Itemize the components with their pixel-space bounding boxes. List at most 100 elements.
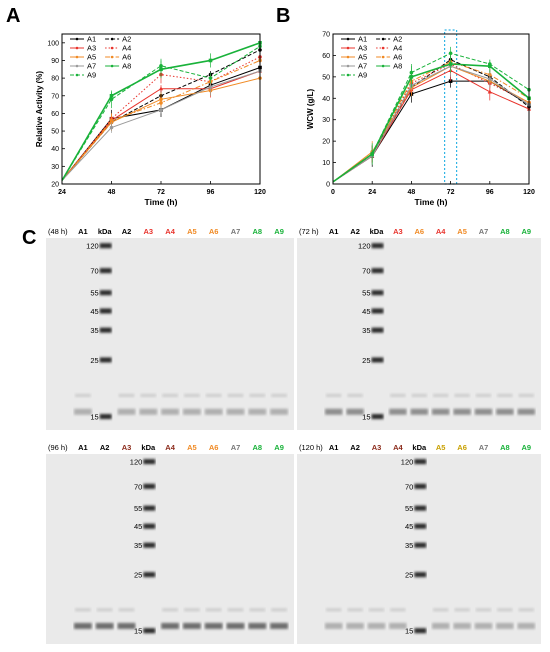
marker-size-label: 35 (134, 541, 142, 550)
legend-label-a7: A7 (358, 62, 367, 71)
lane-label-a5: A5 (187, 443, 197, 452)
legend-label-a1: A1 (87, 35, 96, 44)
data-point (159, 63, 163, 68)
sample-band-faint (271, 608, 287, 612)
marker-size-label: 25 (134, 571, 142, 580)
gel-background (297, 238, 541, 430)
sample-band-faint (433, 608, 449, 612)
legend-label-a6: A6 (122, 53, 131, 62)
lane-label-a7: A7 (231, 443, 241, 452)
gel-panel-3: (120 h) A1 A2 A3 A4 kDa 120 70 55 45 35 25 15 A5 A6 A7 A… (297, 443, 541, 644)
sample-band (248, 408, 267, 415)
sample-band-faint (518, 608, 534, 612)
marker-size-label: 25 (362, 356, 370, 365)
y-axis-label: Relative Activity (%) (35, 71, 44, 148)
marker-band (414, 459, 427, 465)
marker-band (143, 459, 156, 465)
y-tick-label: 20 (322, 139, 330, 146)
marker-size-label: 120 (86, 242, 99, 251)
axes-frame (332, 33, 530, 185)
sample-band (161, 408, 179, 415)
data-point (448, 51, 453, 56)
legend-label-a6: A6 (393, 53, 402, 62)
sample-band (183, 408, 201, 415)
y-tick-label: 30 (322, 117, 330, 124)
sample-band-faint (205, 393, 222, 397)
marker-size-label: 120 (401, 458, 414, 467)
gel-background (46, 454, 294, 644)
series-line-a4 (332, 63, 530, 183)
marker-band (99, 414, 112, 420)
legend-label-a4: A4 (122, 44, 131, 53)
sample-band (453, 622, 471, 629)
lane-label-a9: A9 (274, 227, 284, 236)
series-line-a6 (332, 61, 530, 183)
series-line-a4 (61, 56, 261, 181)
legend-label-a5: A5 (87, 53, 96, 62)
sample-band (204, 622, 223, 629)
y-tick-label: 20 (51, 182, 59, 189)
data-point (488, 77, 492, 81)
marker-band (143, 483, 156, 489)
sample-band (410, 408, 428, 415)
lane-label-a8: A8 (500, 443, 510, 452)
gel-panel-0: (48 h) A1 kDa 120 70 55 45 35 25 15 A2 A3 A4 A5 A6 A7 A8… (46, 227, 294, 430)
marker-band (99, 290, 112, 296)
data-point (409, 70, 414, 75)
sample-band (117, 408, 136, 415)
sample-band (226, 408, 245, 415)
marker-band (143, 523, 156, 529)
sample-band (183, 622, 201, 629)
sample-band-faint (271, 393, 287, 397)
marker-size-label: 55 (90, 289, 98, 298)
sample-band (389, 622, 407, 629)
panel-label-c: C (22, 227, 36, 249)
gel-time-label: (120 h) (299, 443, 323, 452)
marker-size-label: 45 (362, 307, 370, 316)
sample-band-faint (118, 393, 135, 397)
sample-band-faint (75, 393, 91, 397)
x-tick-label: 96 (486, 189, 494, 196)
sds-page-gels: (48 h) A1 kDa 120 70 55 45 35 25 15 A2 A3 A4 A5 A6 A7 A8… (46, 227, 541, 644)
marker-band (414, 628, 427, 634)
y-tick-label: 30 (51, 164, 59, 171)
sample-band-faint (249, 393, 266, 397)
sample-band-faint (184, 393, 200, 397)
marker-size-label: 55 (362, 289, 370, 298)
y-tick-label: 60 (322, 53, 330, 60)
sample-band-faint (497, 393, 513, 397)
gel-time-label: (72 h) (299, 227, 319, 236)
sample-band (95, 622, 114, 629)
legend-marker (381, 46, 385, 50)
data-point (109, 125, 114, 130)
marker-size-label: 45 (90, 307, 98, 316)
legend-label-a3: A3 (358, 44, 367, 53)
lane-label-a6: A6 (457, 443, 467, 452)
series-line-a2 (332, 59, 530, 183)
lane-label-a4: A4 (165, 227, 175, 236)
marker-band (414, 483, 427, 489)
x-tick-label: 72 (447, 189, 455, 196)
series-line-a1 (61, 67, 261, 181)
sample-band-faint (390, 393, 406, 397)
legend-marker (381, 55, 385, 59)
sample-band-faint (326, 608, 342, 612)
sample-band (325, 408, 343, 415)
data-point (109, 118, 114, 123)
marker-band (371, 290, 384, 296)
sample-band-faint (326, 393, 342, 397)
legend-label-a5: A5 (358, 53, 367, 62)
data-point (487, 89, 492, 94)
y-tick-label: 90 (51, 58, 59, 65)
legend-marker (110, 55, 114, 59)
sample-band (367, 622, 386, 629)
sample-band-faint (75, 608, 91, 612)
x-tick-label: 72 (157, 189, 165, 196)
marker-band (414, 542, 427, 548)
sample-band (496, 622, 514, 629)
sample-band (432, 408, 450, 415)
sample-band (496, 408, 514, 415)
lane-label-a3: A3 (144, 227, 154, 236)
sample-band (474, 622, 493, 629)
sample-band (453, 408, 471, 415)
